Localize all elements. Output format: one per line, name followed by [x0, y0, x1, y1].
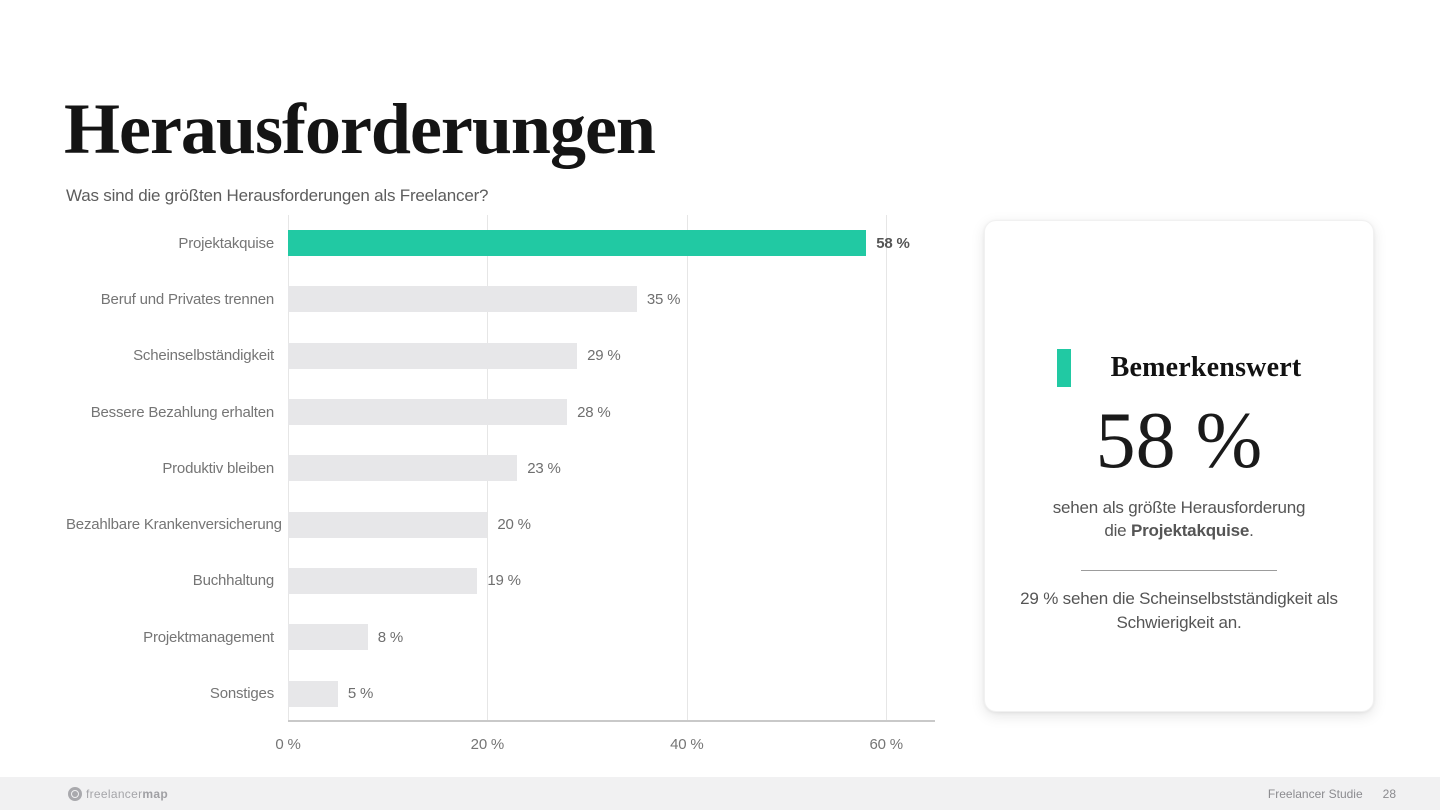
category-label: Beruf und Privates trennen	[100, 290, 274, 308]
x-tick-label: 0 %	[275, 736, 301, 753]
accent-bar	[1056, 349, 1071, 387]
value-label: 20 %	[497, 516, 531, 534]
bar-track: 8 %	[288, 624, 935, 651]
bar-row: Scheinselbständigkeit 29 %	[66, 328, 935, 384]
bar	[288, 624, 368, 651]
x-tick-label: 60 %	[869, 736, 903, 753]
bar	[288, 286, 637, 313]
bar-row: Bessere Bezahlung erhalten 28 %	[66, 384, 935, 440]
bar	[288, 680, 338, 707]
page-title: Herausforderungen	[64, 89, 656, 169]
card-text-line2-suffix: .	[1249, 520, 1254, 540]
category-label: Projektmanagement	[143, 628, 274, 646]
category-label: Projektakquise	[178, 234, 274, 252]
bar-row: Bezahlbare Krankenversicherung 20 %	[66, 496, 935, 552]
card-heading: Bemerkenswert	[985, 349, 1373, 387]
bar-row: Sonstiges 5 %	[66, 665, 935, 721]
bar-track: 58 %	[288, 230, 935, 257]
freelancermap-logo: freelancermap	[68, 786, 168, 801]
category-label: Produktiv bleiben	[162, 459, 274, 477]
bar-row: Produktiv bleiben 23 %	[66, 440, 935, 496]
category-label: Bessere Bezahlung erhalten	[90, 403, 274, 421]
gridline	[886, 215, 888, 720]
footer: freelancermap Freelancer Studie 28	[0, 777, 1440, 810]
bar	[288, 399, 568, 426]
card-note-line2: Schwierigkeit an.	[1116, 612, 1242, 632]
footer-right: Freelancer Studie 28	[1268, 787, 1396, 801]
card-text-line2-prefix: die	[1104, 520, 1131, 540]
bar-track: 23 %	[288, 455, 935, 482]
category-label: Sonstiges	[209, 685, 274, 703]
big-number: 58 %	[1095, 397, 1263, 485]
bar-track: 29 %	[288, 342, 935, 369]
bar-track: 19 %	[288, 567, 935, 594]
category-label: Scheinselbständigkeit	[133, 347, 274, 365]
bar-row: Buchhaltung 19 %	[66, 553, 935, 609]
logo-text-bold: map	[142, 786, 168, 801]
bar-row: Beruf und Privates trennen 35 %	[66, 271, 935, 327]
value-label: 19 %	[487, 572, 521, 590]
value-label: 23 %	[527, 459, 561, 477]
bar-track: 20 %	[288, 511, 935, 538]
value-label: 28 %	[577, 403, 611, 421]
freelancermap-logo-icon	[68, 786, 82, 801]
bar	[288, 230, 867, 257]
gridline	[686, 215, 688, 720]
card-heading-label: Bemerkenswert	[1110, 352, 1302, 383]
value-label: 35 %	[646, 290, 681, 308]
card-divider	[1081, 569, 1277, 571]
logo-text-light: freelancer	[86, 786, 143, 801]
card-note: 29 % sehen die Scheinselbstständigkeit a…	[985, 587, 1373, 635]
value-label: 58 %	[876, 234, 910, 252]
value-label: 5 %	[347, 685, 374, 703]
bar-track: 35 %	[288, 286, 935, 313]
page-number: 28	[1382, 786, 1396, 801]
bar	[288, 511, 488, 538]
bar	[288, 455, 518, 482]
x-axis: 0 % 20 % 40 % 60 %	[275, 736, 935, 758]
category-label: Buchhaltung	[192, 572, 274, 590]
bar-row: Projektmanagement 8 %	[66, 609, 935, 665]
x-tick-label: 20 %	[470, 736, 505, 753]
value-label: 8 %	[377, 628, 403, 646]
bar-rows: Projektakquise 58 % Beruf und Privates tre…	[66, 215, 935, 722]
card-text: sehen als größte Herausforderung die Pro…	[985, 497, 1373, 543]
x-tick-label: 40 %	[670, 736, 704, 753]
highlight-card: Bemerkenswert 58 % sehen als größte Hera…	[984, 220, 1374, 712]
bar-chart: Projektakquise 58 % Beruf und Privates tre…	[66, 215, 935, 775]
category-label: Bezahlbare Krankenversicherung	[66, 516, 282, 534]
bar-row: Projektakquise 58 %	[66, 215, 935, 271]
study-label: Freelancer Studie	[1267, 786, 1363, 801]
card-note-line1: 29 % sehen die Scheinselbstständigkeit a…	[1020, 588, 1338, 608]
card-text-line1: sehen als größte Herausforderung	[1052, 498, 1306, 517]
bar	[288, 342, 578, 369]
bar-track: 5 %	[288, 680, 935, 707]
page-subtitle: Was sind die größten Herausforderungen a…	[66, 186, 489, 205]
value-label: 29 %	[587, 347, 621, 365]
bar-track: 28 %	[288, 399, 935, 426]
card-text-line2-bold: Projektakquise	[1130, 520, 1250, 540]
bar	[288, 567, 478, 594]
